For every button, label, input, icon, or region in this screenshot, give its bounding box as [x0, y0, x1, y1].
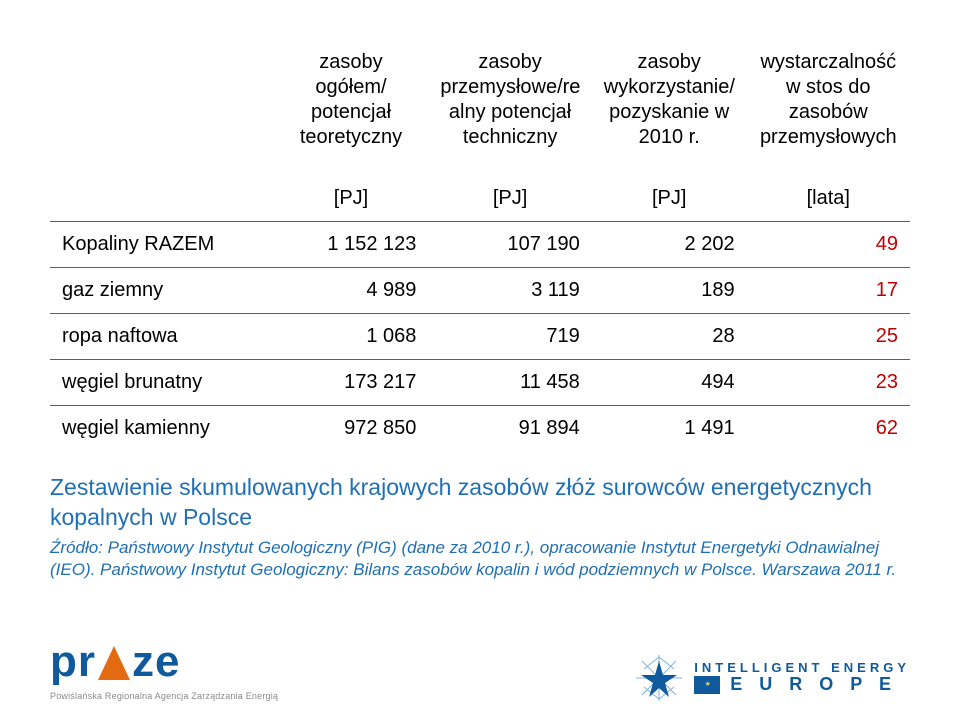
table-row: gaz ziemny4 9893 11918917	[50, 268, 910, 314]
unit-blank	[50, 160, 274, 222]
slide: zasoby ogółem/ potencjał teoretyczny zas…	[0, 0, 960, 713]
logo-praze: pr ze Powiślańska Regionalna Agencja Zar…	[50, 637, 278, 701]
logo-iee: INTELLIGENT ENERGY ★ E U R O P E	[636, 655, 910, 701]
table-body: Kopaliny RAZEM1 152 123107 1902 20249gaz…	[50, 222, 910, 452]
caption-source: Źródło: Państwowy Instytut Geologiczny (…	[50, 537, 910, 581]
unit-1: [PJ]	[274, 160, 429, 222]
praze-text-1: pr	[50, 637, 96, 687]
row-label: węgiel brunatny	[50, 360, 274, 406]
cell-value: 494	[592, 360, 747, 406]
table-row: ropa naftowa1 0687192825	[50, 314, 910, 360]
cell-value: 3 119	[428, 268, 591, 314]
cell-value: 1 152 123	[274, 222, 429, 268]
col-header-4: wystarczalność w stos do zasobów przemys…	[747, 40, 910, 160]
cell-value: 2 202	[592, 222, 747, 268]
table-row: węgiel kamienny972 85091 8941 49162	[50, 406, 910, 452]
iee-europe: E U R O P E	[730, 675, 897, 695]
praze-text-2: ze	[132, 637, 180, 687]
table-row: węgiel brunatny173 21711 45849423	[50, 360, 910, 406]
cell-value: 107 190	[428, 222, 591, 268]
row-label: ropa naftowa	[50, 314, 274, 360]
col-header-1: zasoby ogółem/ potencjał teoretyczny	[274, 40, 429, 160]
cell-value: 1 068	[274, 314, 429, 360]
units-row: [PJ] [PJ] [PJ] [lata]	[50, 160, 910, 222]
table-row: Kopaliny RAZEM1 152 123107 1902 20249	[50, 222, 910, 268]
cell-value: 23	[747, 360, 910, 406]
praze-subtitle: Powiślańska Regionalna Agencja Zarządzan…	[50, 691, 278, 701]
caption-title: Zestawienie skumulowanych krajowych zaso…	[50, 474, 872, 530]
col-header-3: zasoby wykorzystanie/ pozyskanie w 2010 …	[592, 40, 747, 160]
cell-value: 972 850	[274, 406, 429, 452]
row-label: węgiel kamienny	[50, 406, 274, 452]
unit-3: [PJ]	[592, 160, 747, 222]
cell-value: 25	[747, 314, 910, 360]
praze-wordmark: pr ze	[50, 637, 180, 687]
iee-star-icon	[636, 655, 682, 701]
cell-value: 1 491	[592, 406, 747, 452]
cell-value: 11 458	[428, 360, 591, 406]
caption-block: Zestawienie skumulowanych krajowych zaso…	[50, 473, 910, 581]
eu-flag-icon: ★	[694, 676, 720, 694]
cell-value: 49	[747, 222, 910, 268]
cell-value: 62	[747, 406, 910, 452]
iee-line1: INTELLIGENT ENERGY	[694, 661, 910, 675]
row-label: gaz ziemny	[50, 268, 274, 314]
unit-4: [lata]	[747, 160, 910, 222]
cell-value: 189	[592, 268, 747, 314]
cell-value: 719	[428, 314, 591, 360]
cell-value: 4 989	[274, 268, 429, 314]
unit-2: [PJ]	[428, 160, 591, 222]
iee-block: INTELLIGENT ENERGY ★ E U R O P E	[636, 655, 910, 701]
row-label: Kopaliny RAZEM	[50, 222, 274, 268]
footer: pr ze Powiślańska Regionalna Agencja Zar…	[0, 611, 960, 701]
iee-line2: ★ E U R O P E	[694, 675, 910, 695]
cell-value: 17	[747, 268, 910, 314]
cell-value: 28	[592, 314, 747, 360]
iee-text: INTELLIGENT ENERGY ★ E U R O P E	[694, 661, 910, 695]
col-header-2: zasoby przemysłowe/re alny potencjał tec…	[428, 40, 591, 160]
table-head: zasoby ogółem/ potencjał teoretyczny zas…	[50, 40, 910, 222]
resources-table: zasoby ogółem/ potencjał teoretyczny zas…	[50, 40, 910, 451]
header-row: zasoby ogółem/ potencjał teoretyczny zas…	[50, 40, 910, 160]
col-header-blank	[50, 40, 274, 160]
praze-triangle-icon	[98, 646, 130, 680]
cell-value: 91 894	[428, 406, 591, 452]
cell-value: 173 217	[274, 360, 429, 406]
